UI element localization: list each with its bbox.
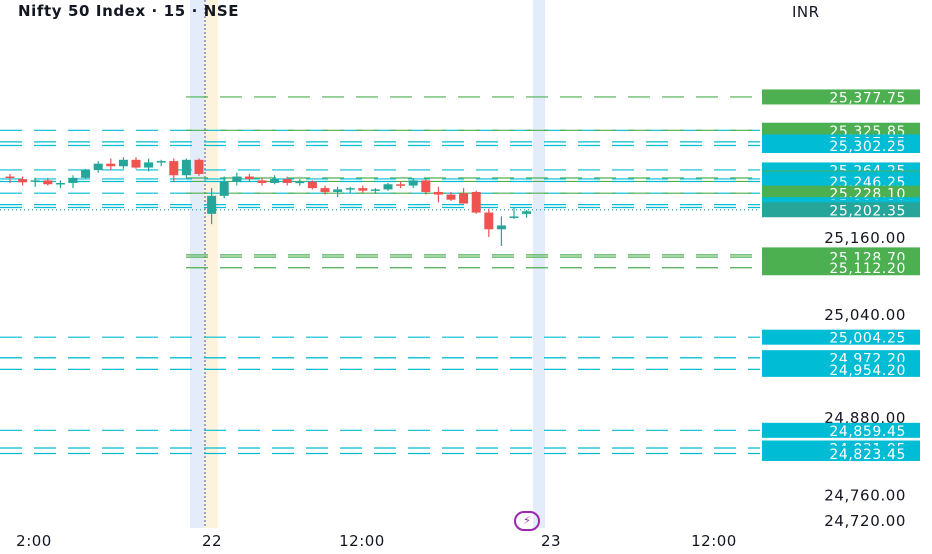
candle-body — [345, 188, 355, 190]
candle-body — [509, 216, 519, 218]
candle-body — [43, 180, 53, 185]
y-tick-label: 24,760.00 — [824, 486, 906, 504]
candle-body — [471, 191, 481, 213]
price-tag — [762, 122, 920, 138]
candle-body — [194, 159, 204, 174]
candle-body — [320, 188, 330, 192]
candle-body — [81, 170, 91, 178]
x-tick-label: 12:00 — [691, 532, 737, 550]
lightning-icon[interactable]: ⚡ — [514, 511, 540, 531]
candle-body — [270, 179, 280, 183]
candle-body — [433, 191, 443, 195]
x-tick-label: 2:00 — [16, 532, 52, 550]
candle-body — [131, 159, 141, 168]
candle-body — [370, 189, 380, 191]
candle-body — [446, 194, 456, 200]
y-tick-label: 25,160.00 — [824, 229, 906, 247]
candle-body — [408, 180, 418, 186]
candle-body — [207, 195, 217, 214]
price-tag — [762, 361, 920, 377]
session-highlight-band — [190, 0, 204, 528]
candle-body — [106, 163, 116, 167]
candle-body — [156, 161, 166, 163]
session-highlight-band — [533, 0, 545, 528]
candle-body — [383, 184, 393, 190]
price-tag — [762, 185, 920, 201]
candle-body — [181, 159, 191, 176]
y-tick-label: 24,880.00 — [824, 409, 906, 427]
currency-label: INR — [792, 3, 820, 21]
candle-body — [396, 184, 406, 186]
candle-body — [333, 189, 343, 192]
candle-body — [219, 181, 229, 196]
candle-body — [484, 212, 494, 230]
price-tag — [762, 202, 920, 218]
chart-title: Nifty 50 Index · 15 · NSE — [18, 2, 240, 20]
candle-body — [93, 163, 103, 171]
candle-body — [307, 181, 317, 189]
price-tag-label: 25,302.25 — [829, 139, 906, 155]
price-tag — [762, 174, 920, 190]
price-tag-label: 24,859.45 — [829, 424, 906, 440]
price-tag — [762, 329, 920, 345]
price-tag — [762, 350, 920, 366]
candle-body — [169, 161, 179, 176]
price-tag-label: 25,004.25 — [829, 331, 906, 347]
price-tag — [762, 260, 920, 276]
candle-body — [496, 225, 506, 230]
price-tag — [762, 445, 920, 461]
candle-body — [118, 159, 128, 167]
x-tick-label: 12:00 — [339, 532, 385, 550]
candle-body — [522, 211, 532, 214]
candle-body — [358, 188, 368, 191]
y-tick-label: 25,040.00 — [824, 306, 906, 324]
candle-body — [144, 162, 154, 168]
price-tag-label: 25,377.75 — [829, 90, 906, 106]
candle-body — [30, 180, 40, 182]
price-tag — [762, 422, 920, 438]
candle-body — [257, 180, 267, 183]
x-tick-label: 23 — [541, 532, 561, 550]
price-tag-label: 24,823.45 — [829, 447, 906, 463]
candle-body — [55, 182, 65, 185]
price-tag-label: 25,202.35 — [829, 203, 906, 219]
price-tag-label: 25,112.20 — [829, 261, 906, 277]
candle-body — [421, 180, 431, 192]
session-highlight-band — [204, 0, 218, 528]
y-tick-label: 24,720.00 — [824, 512, 906, 530]
candle-body — [68, 177, 78, 183]
candle-body — [5, 176, 15, 179]
candle-body — [282, 179, 292, 183]
price-tag — [762, 138, 920, 154]
candle-body — [18, 179, 28, 183]
candle-body — [295, 181, 305, 184]
candle-body — [232, 176, 242, 182]
candle-body — [459, 193, 469, 204]
price-tag-label: 24,954.20 — [829, 363, 906, 379]
x-tick-label: 22 — [202, 532, 222, 550]
price-tag — [762, 89, 920, 105]
candle-body — [244, 176, 254, 180]
